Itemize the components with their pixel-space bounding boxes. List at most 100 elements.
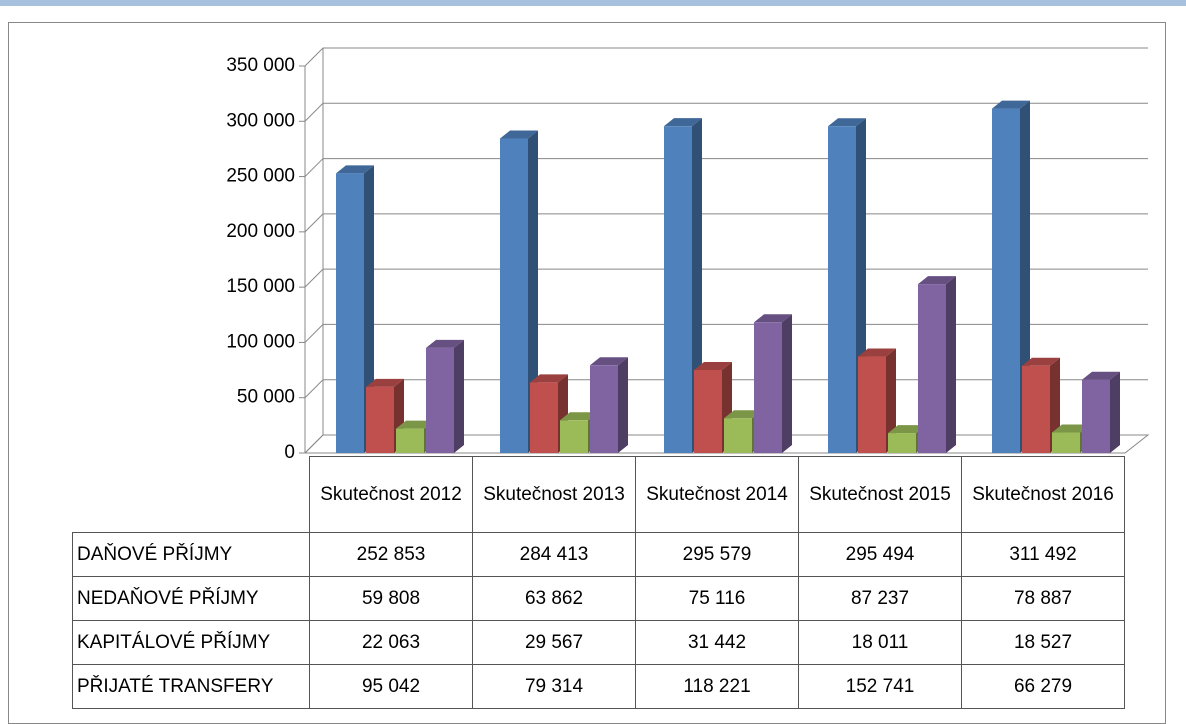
grid-line xyxy=(304,102,1148,122)
bar-top xyxy=(396,420,434,429)
bar-side xyxy=(946,276,956,453)
bar-top xyxy=(336,165,374,174)
data-label: 29 567 xyxy=(472,620,636,665)
grid-line xyxy=(304,268,1148,288)
grid-line xyxy=(304,158,1148,177)
table-header-row: Skutečnost 2012 Skutečnost 2013 Skutečnost… xyxy=(72,456,1125,533)
bar-top xyxy=(918,276,956,285)
category-label: Skutečnost 2014 xyxy=(635,456,799,533)
data-label: 75 116 xyxy=(635,576,799,621)
data-label: 284 413 xyxy=(472,532,636,577)
y-tick-label: 0 xyxy=(284,442,295,463)
category-label: Skutečnost 2013 xyxy=(472,456,636,533)
legend-entry: NEDAŇOVÉ PŘÍJMY xyxy=(72,576,310,621)
bar xyxy=(336,173,364,454)
bar-top xyxy=(888,425,926,434)
category-label: Skutečnost 2016 xyxy=(961,456,1125,533)
data-label: 295 579 xyxy=(635,532,799,577)
data-label: 59 808 xyxy=(309,576,473,621)
bar-top xyxy=(1082,371,1120,380)
bar-side xyxy=(1110,371,1120,453)
bar xyxy=(560,420,588,453)
bar-side xyxy=(364,165,374,454)
data-label: 78 887 xyxy=(961,576,1125,621)
bar xyxy=(500,138,528,453)
y-tick-label: 200 000 xyxy=(226,221,295,242)
bar-side xyxy=(618,357,628,453)
data-label: 63 862 xyxy=(472,576,636,621)
bar-top xyxy=(992,100,1030,109)
data-label: 79 314 xyxy=(472,664,636,709)
grid-line xyxy=(304,323,1148,343)
bar xyxy=(992,108,1020,453)
data-label: 87 237 xyxy=(798,576,962,621)
data-label: 95 042 xyxy=(309,664,473,709)
bar-top xyxy=(828,118,866,127)
table-row: DAŇOVÉ PŘÍJMY 252 853 284 413 295 579 295 49… xyxy=(72,532,1125,577)
category-label: Skutečnost 2015 xyxy=(798,456,962,533)
bar xyxy=(828,126,856,453)
bar xyxy=(396,428,424,453)
grid-line xyxy=(304,47,1148,67)
data-label: 18 527 xyxy=(961,620,1125,665)
data-label: 311 492 xyxy=(961,532,1125,577)
data-label: 295 494 xyxy=(798,532,962,577)
bar-top xyxy=(560,412,598,421)
table-row: PŘIJATÉ TRANSFERY 95 042 79 314 118 221 152 … xyxy=(72,664,1125,709)
bar xyxy=(754,322,782,453)
legend-entry: DAŇOVÉ PŘÍJMY xyxy=(72,532,310,577)
bar xyxy=(366,386,394,453)
data-label: 66 279 xyxy=(961,664,1125,709)
data-label: 18 011 xyxy=(798,620,962,665)
bar xyxy=(888,433,916,453)
blank-cell xyxy=(72,456,310,533)
table-row: NEDAŇOVÉ PŘÍJMY 59 808 63 862 75 116 87 237 7… xyxy=(72,576,1125,621)
y-tick-label: 300 000 xyxy=(226,110,295,131)
bar xyxy=(858,356,886,453)
grid-line xyxy=(304,213,1148,233)
data-label: 252 853 xyxy=(309,532,473,577)
bar xyxy=(590,365,618,453)
bar-side xyxy=(528,130,538,453)
bar-top xyxy=(366,378,404,387)
bar-top xyxy=(426,339,464,348)
category-label: Skutečnost 2012 xyxy=(309,456,473,533)
bar-top xyxy=(1052,424,1090,433)
bar xyxy=(1022,365,1050,453)
data-label: 22 063 xyxy=(309,620,473,665)
bar-side xyxy=(886,348,896,453)
bar-top xyxy=(754,314,792,323)
bar xyxy=(1052,432,1080,453)
bar-top xyxy=(500,130,538,139)
bar xyxy=(426,347,454,453)
bar xyxy=(918,284,946,453)
y-tick-label: 150 000 xyxy=(226,276,295,297)
bar-top xyxy=(664,118,702,127)
y-tick-label: 50 000 xyxy=(237,387,295,408)
bar xyxy=(724,418,752,453)
bar xyxy=(1082,379,1110,453)
chart: 0 50 000 100 000 150 000 200 000 250 000 300 0… xyxy=(226,47,1150,463)
table-row: KAPITÁLOVÉ PŘÍJMY 22 063 29 567 31 442 18 01… xyxy=(72,620,1125,665)
data-label: 152 741 xyxy=(798,664,962,709)
bar-top xyxy=(590,357,628,366)
bar-top xyxy=(530,374,568,383)
bar-top xyxy=(1022,357,1060,366)
data-label: 31 442 xyxy=(635,620,799,665)
title-strip xyxy=(0,0,1186,6)
bar-side xyxy=(782,314,792,453)
bar xyxy=(530,382,558,453)
legend-entry: PŘIJATÉ TRANSFERY xyxy=(72,664,310,709)
bar-side xyxy=(454,339,464,453)
bar-top xyxy=(858,348,896,357)
data-label: 118 221 xyxy=(635,664,799,709)
bar xyxy=(694,369,722,453)
y-tick-label: 350 000 xyxy=(226,55,295,76)
bar-top xyxy=(724,410,762,419)
y-tick-label: 250 000 xyxy=(226,166,295,187)
bar xyxy=(664,126,692,454)
bar-top xyxy=(694,361,732,370)
legend-entry: KAPITÁLOVÉ PŘÍJMY xyxy=(72,620,310,665)
data-table: Skutečnost 2012 Skutečnost 2013 Skutečnost… xyxy=(72,456,1125,709)
